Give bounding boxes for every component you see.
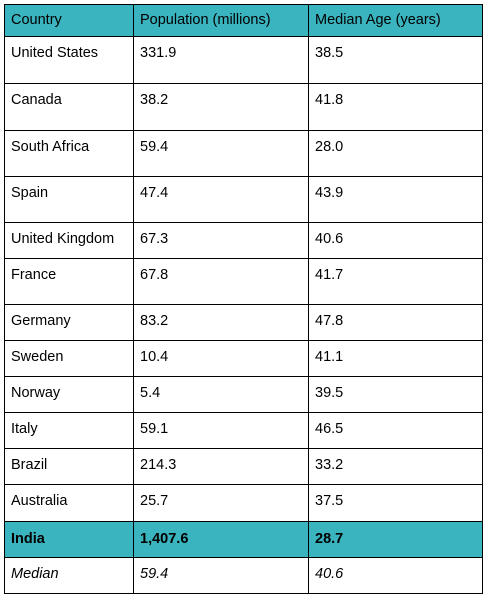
table-row: Australia 25.7 37.5 — [4, 484, 483, 522]
median-row: Median 59.4 40.6 — [4, 557, 483, 594]
cell-country: Spain — [4, 176, 134, 223]
cell-country: Canada — [4, 83, 134, 131]
cell-country: India — [4, 521, 134, 558]
cell-population: 25.7 — [133, 484, 309, 522]
table-row: United States 331.9 38.5 — [4, 36, 483, 84]
cell-country: Sweden — [4, 340, 134, 377]
table-row: Norway 5.4 39.5 — [4, 376, 483, 413]
cell-country: Median — [4, 557, 134, 594]
cell-population: 59.4 — [133, 557, 309, 594]
header-population: Population (millions) — [133, 4, 309, 37]
cell-country: South Africa — [4, 130, 134, 177]
header-country: Country — [4, 4, 134, 37]
header-row: Country Population (millions) Median Age… — [4, 4, 483, 37]
header-median-age: Median Age (years) — [308, 4, 483, 37]
cell-country: United States — [4, 36, 134, 84]
cell-median-age: 38.5 — [308, 36, 483, 84]
table-header: Country Population (millions) Median Age… — [4, 4, 483, 37]
cell-median-age: 40.6 — [308, 557, 483, 594]
cell-country: Brazil — [4, 448, 134, 485]
table-row: Canada 38.2 41.8 — [4, 83, 483, 131]
cell-population: 5.4 — [133, 376, 309, 413]
cell-country: Australia — [4, 484, 134, 522]
table-row: Spain 47.4 43.9 — [4, 176, 483, 223]
table-row: Sweden 10.4 41.1 — [4, 340, 483, 377]
cell-median-age: 41.8 — [308, 83, 483, 131]
table-row: United Kingdom 67.3 40.6 — [4, 222, 483, 259]
table-row: Germany 83.2 47.8 — [4, 304, 483, 341]
cell-median-age: 47.8 — [308, 304, 483, 341]
cell-country: United Kingdom — [4, 222, 134, 259]
cell-population: 59.1 — [133, 412, 309, 449]
table-row: Italy 59.1 46.5 — [4, 412, 483, 449]
cell-country: Norway — [4, 376, 134, 413]
cell-median-age: 40.6 — [308, 222, 483, 259]
cell-population: 10.4 — [133, 340, 309, 377]
highlight-row: India 1,407.6 28.7 — [4, 521, 483, 558]
cell-median-age: 28.0 — [308, 130, 483, 177]
cell-population: 59.4 — [133, 130, 309, 177]
cell-median-age: 41.1 — [308, 340, 483, 377]
table-body: United States 331.9 38.5 Canada 38.2 41.… — [4, 36, 483, 594]
cell-population: 214.3 — [133, 448, 309, 485]
cell-median-age: 46.5 — [308, 412, 483, 449]
cell-median-age: 37.5 — [308, 484, 483, 522]
cell-median-age: 43.9 — [308, 176, 483, 223]
cell-country: Germany — [4, 304, 134, 341]
table-row: Brazil 214.3 33.2 — [4, 448, 483, 485]
cell-country: France — [4, 258, 134, 305]
cell-population: 331.9 — [133, 36, 309, 84]
cell-country: Italy — [4, 412, 134, 449]
cell-population: 1,407.6 — [133, 521, 309, 558]
cell-median-age: 41.7 — [308, 258, 483, 305]
cell-median-age: 39.5 — [308, 376, 483, 413]
cell-population: 38.2 — [133, 83, 309, 131]
cell-median-age: 28.7 — [308, 521, 483, 558]
cell-population: 83.2 — [133, 304, 309, 341]
cell-population: 47.4 — [133, 176, 309, 223]
table-row: South Africa 59.4 28.0 — [4, 130, 483, 177]
cell-population: 67.8 — [133, 258, 309, 305]
cell-population: 67.3 — [133, 222, 309, 259]
table-row: France 67.8 41.7 — [4, 258, 483, 305]
country-data-table: Country Population (millions) Median Age… — [4, 4, 483, 594]
cell-median-age: 33.2 — [308, 448, 483, 485]
